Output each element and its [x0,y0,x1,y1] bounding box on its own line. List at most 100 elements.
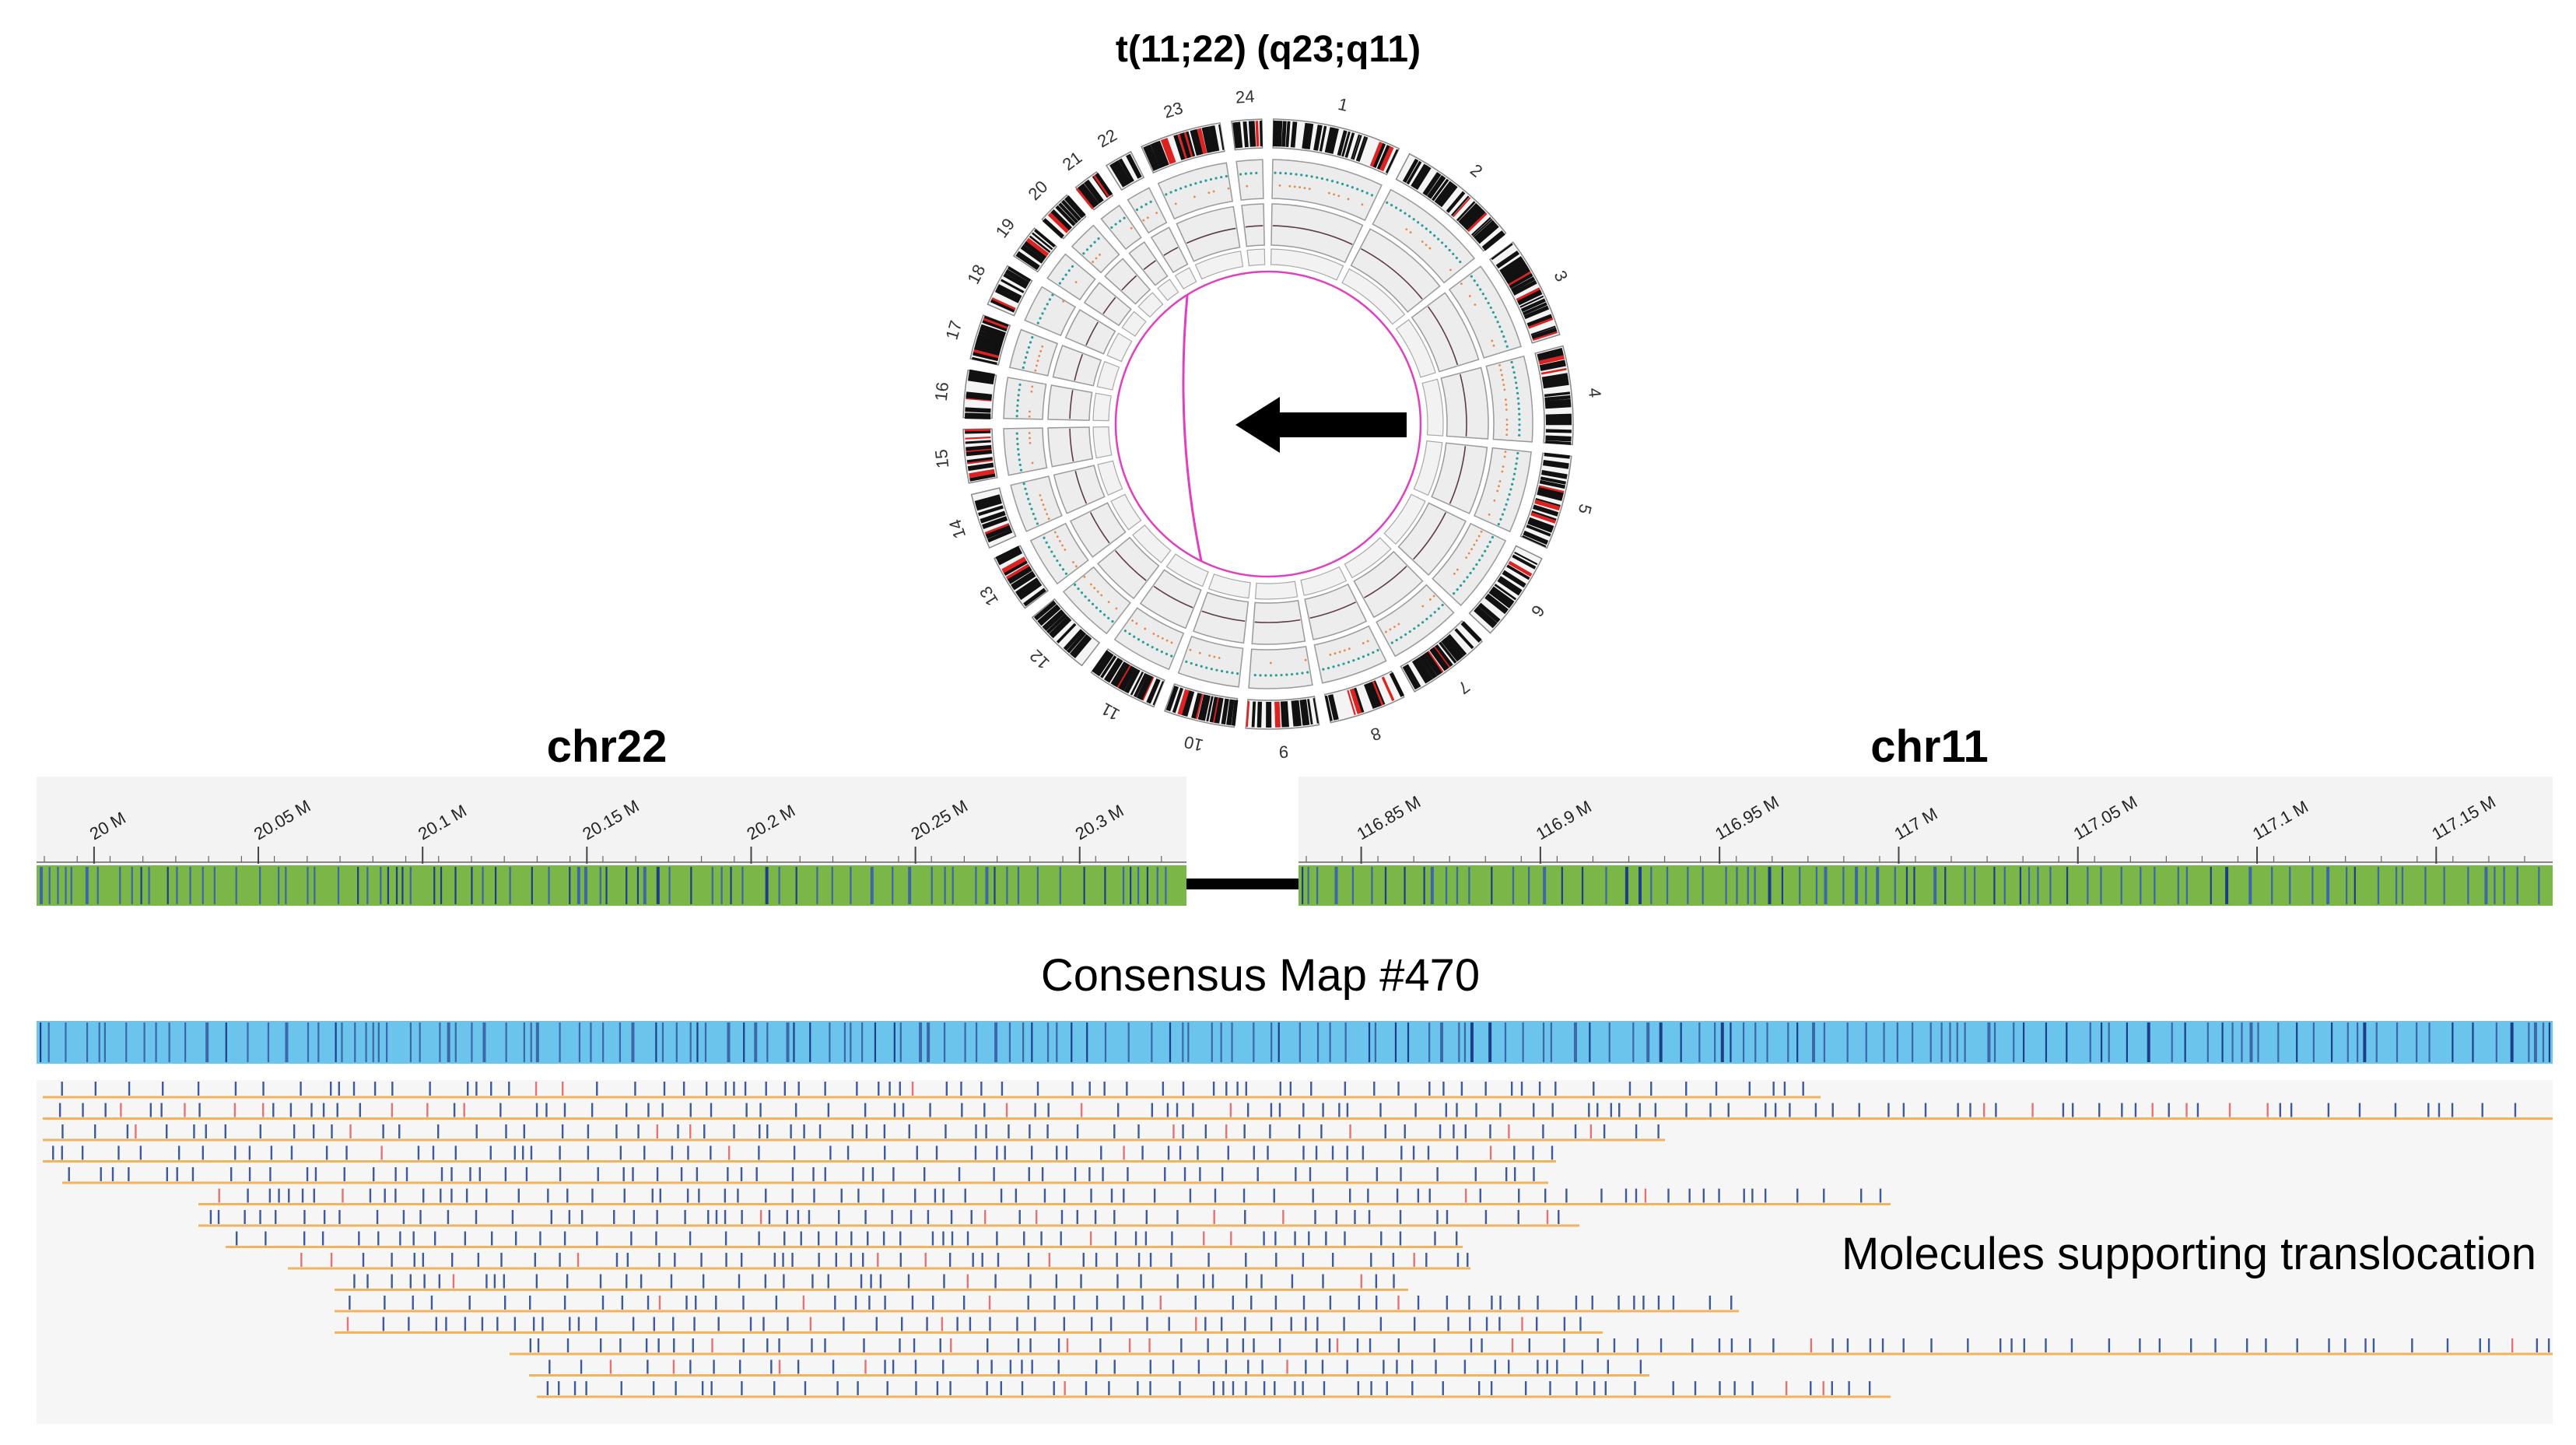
cytoband [995,545,1020,560]
molecule-pileup [37,1080,2553,1424]
molecule-label [658,1253,661,1267]
molecule-label [268,1188,272,1203]
cnv-dot [1118,219,1122,223]
molecule-label [522,1145,524,1160]
cytoband [1281,121,1287,147]
cytoband [1235,121,1242,149]
molecule-label [1718,1188,1720,1203]
molecules-title: Molecules supporting translocation [1841,1229,2536,1279]
cnv-dot [1072,561,1074,563]
label-site [278,867,280,904]
molecule-label [1140,1274,1142,1289]
molecule-label [1575,1381,1578,1395]
molecule-label [1463,1359,1467,1374]
molecule-label [1520,1082,1523,1096]
molecule-label [942,1359,945,1374]
molecule-label [1094,1210,1097,1224]
cytoband [1133,672,1148,698]
cytoband [987,529,1013,543]
molecule-label [2481,1103,2483,1117]
cnv-dot [1024,487,1027,490]
cytoband [1404,665,1420,689]
label-site [2066,1022,2068,1062]
molecule-label [911,1082,914,1096]
molecule-label [1596,1338,1599,1352]
cnv-dot [1404,633,1407,637]
cnv-dot [1152,633,1155,635]
molecule-label [686,1188,689,1203]
molecule-label [775,1296,778,1310]
molecule-label [561,1124,564,1138]
cnv-dot [1107,616,1110,619]
molecule-label [1008,1124,1010,1138]
cytoband [982,516,1008,528]
molecule-label [758,1231,760,1246]
molecule-label [956,1317,959,1331]
inner-track [1270,248,1344,281]
sv-track [1411,292,1480,373]
molecule-label [329,1082,332,1096]
chromosome-label-21: 21 [1059,148,1086,175]
cnv-dot [1473,543,1476,546]
molecule-label [417,1145,420,1160]
molecule-label [986,1381,988,1395]
cnv-dot [1518,418,1521,421]
cytoband [965,430,991,434]
cytoband [1003,272,1028,289]
molecule-label [1176,1210,1179,1224]
cytoband [1532,329,1558,339]
molecule-label [1000,1188,1003,1203]
cnv-dot [1421,605,1425,608]
cytoband [1534,499,1561,511]
molecule-label [1102,1167,1104,1181]
label-site [2100,1022,2103,1062]
molecule-label [1149,1359,1151,1374]
inner-track [1383,493,1426,545]
molecule-label [950,1338,952,1352]
cytoband [1460,621,1482,643]
molecule-label [1537,1296,1539,1310]
cytoband [1145,146,1158,170]
molecule-label [369,1188,372,1203]
molecule-label [1144,1231,1148,1246]
molecule-label [674,1253,676,1267]
cnv-dot [1029,503,1032,506]
label-site [225,1022,227,1062]
molecule-label [278,1188,280,1203]
cnv-dot [1408,630,1411,633]
molecule-label [1983,1103,1985,1117]
molecule-label [1860,1188,1863,1203]
molecule-label [1034,1103,1036,1117]
sv-line [1309,601,1356,619]
molecule-label [1057,1338,1060,1352]
chromosome-label-9: 9 [1278,742,1288,762]
molecule-label [1719,1381,1721,1395]
molecule-label [1346,1359,1348,1374]
chromosome-label-2: 2 [1467,160,1486,181]
label-site [795,867,797,904]
cnv-track [1003,427,1048,476]
cnv-dot [1239,173,1242,176]
molecule-label [1263,1381,1266,1395]
cytoband [1379,146,1394,172]
cnv-track [1248,646,1313,689]
molecule-label [864,1359,867,1374]
cytoband [1075,186,1095,210]
cytoband [1429,648,1448,672]
molecule-label [685,1296,688,1310]
molecule-label [573,1381,577,1395]
molecule-label [939,1338,941,1352]
molecule-label [884,1296,886,1310]
cnv-dot [1476,283,1479,286]
cnv-dot [1512,472,1516,475]
molecule-label [566,1338,570,1352]
sv-line [1186,227,1236,244]
cnv-track [1177,635,1244,688]
molecule-label [1425,1253,1428,1267]
label-site [1905,867,1908,904]
molecule-label [931,1231,934,1246]
molecule-label [399,1231,401,1246]
molecule-label [2023,1338,2025,1352]
molecule-label [1091,1317,1093,1331]
label-site [509,867,511,904]
